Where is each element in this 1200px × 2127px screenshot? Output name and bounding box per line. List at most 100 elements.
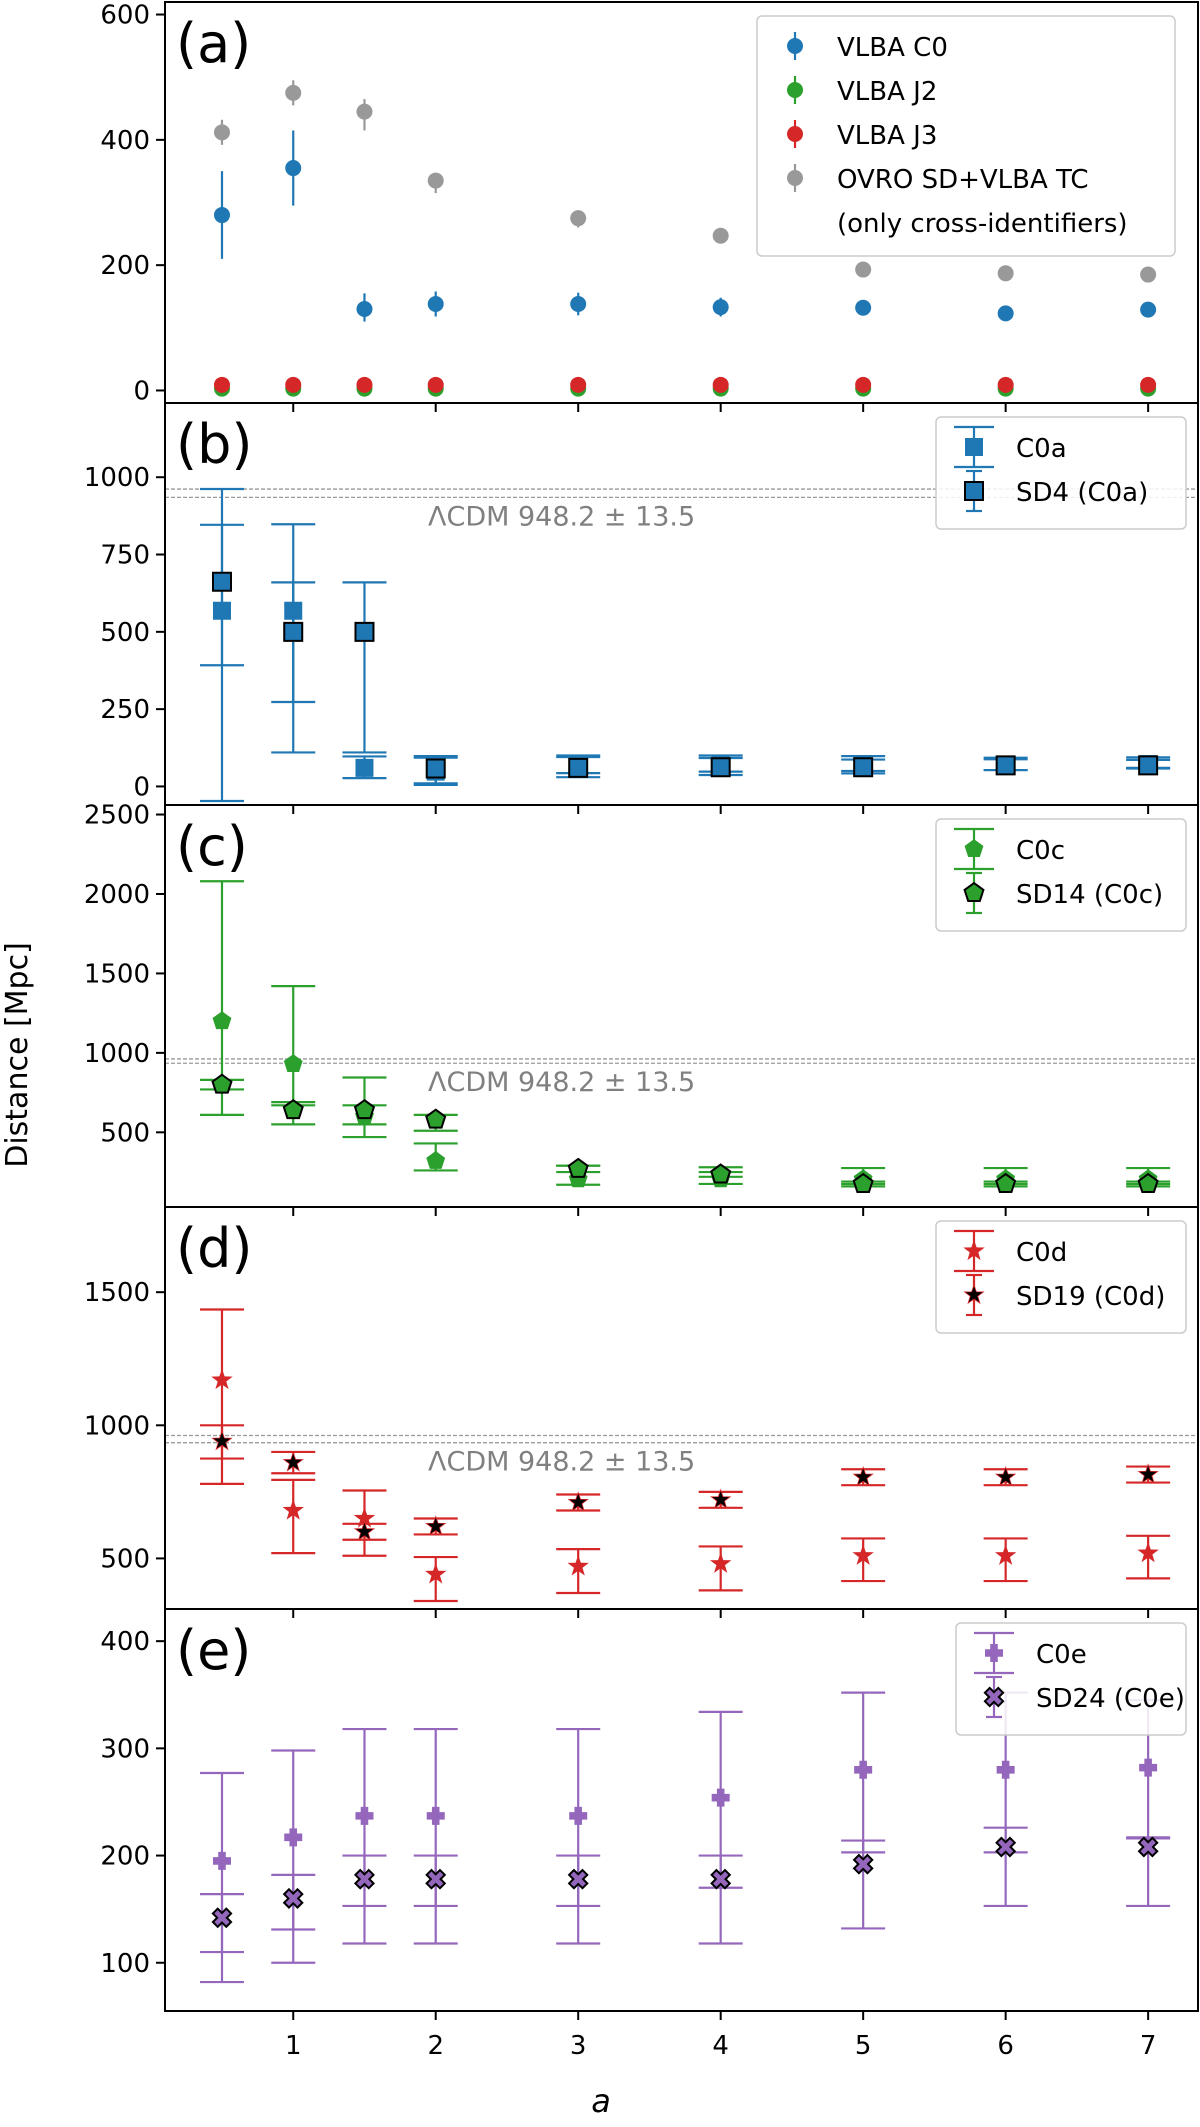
data-point: [994, 1466, 1017, 1487]
panel-label: (b): [176, 413, 252, 476]
panel-label: (d): [176, 1217, 252, 1280]
data-point: [852, 1544, 874, 1565]
data-point: [997, 265, 1014, 282]
data-point: [712, 227, 729, 244]
legend-marker: [787, 126, 803, 142]
data-point: [855, 376, 872, 393]
legend-marker: [787, 38, 803, 54]
data-point: [355, 1806, 374, 1825]
legend-label: C0a: [1016, 434, 1067, 464]
x-tick-label: 6: [997, 2031, 1014, 2061]
y-tick-label: 400: [100, 126, 150, 156]
data-point: [853, 757, 874, 778]
legend-label: VLBA J3: [837, 121, 937, 151]
legend: C0a SD4 (C0a): [935, 416, 1187, 530]
series-c0d: [199, 1308, 1171, 1603]
data-point: [283, 1054, 303, 1073]
legend-marker: [963, 1283, 985, 1305]
panel-label: (a): [176, 12, 251, 75]
panel-0: 0 200 400 600 (a) VLBA C0 VLBA J2 VLBA J3 OVRO S…: [100, 1, 1199, 412]
data-point: [570, 210, 587, 227]
legend-label: SD24 (C0e): [1036, 1684, 1185, 1714]
data-point: [356, 376, 373, 393]
data-point: [212, 1011, 232, 1030]
data-point: [282, 1499, 304, 1520]
data-point: [994, 1544, 1017, 1565]
legend-marker: [963, 881, 985, 903]
x-tick-label: 2: [427, 2031, 444, 2061]
y-tick-label: 1500: [84, 1278, 150, 1308]
legend: VLBA C0 VLBA J2 VLBA J3 OVRO SD+VLBA TC (onl…: [756, 15, 1176, 257]
data-point: [855, 299, 872, 316]
legend-label: (only cross-identifiers): [837, 209, 1128, 239]
legend-label: C0e: [1036, 1640, 1087, 1670]
data-point: [282, 1451, 304, 1472]
legend-label: VLBA C0: [837, 33, 948, 63]
y-tick-label: 400: [100, 1627, 150, 1657]
legend-label: C0d: [1016, 1238, 1067, 1268]
data-point: [427, 296, 444, 313]
data-point: [1140, 376, 1157, 393]
data-point: [282, 1887, 304, 1909]
legend-label: C0c: [1016, 836, 1065, 866]
data-point: [1137, 1172, 1159, 1193]
data-point: [283, 621, 304, 642]
data-point: [425, 1868, 447, 1890]
y-tick-label: 2000: [84, 880, 150, 910]
legend-label: VLBA J2: [837, 77, 937, 107]
series-sd14-c0c-: [199, 1073, 1171, 1193]
legend-marker: [964, 481, 984, 501]
data-point: [425, 1563, 447, 1584]
y-tick-label: 1500: [84, 959, 150, 989]
data-point: [567, 1555, 589, 1576]
data-point: [354, 621, 375, 642]
data-point: [855, 261, 872, 278]
y-tick-label: 500: [100, 1544, 150, 1574]
legend-box: [935, 416, 1187, 530]
data-point: [995, 1172, 1017, 1193]
data-point: [425, 1108, 447, 1129]
data-point: [711, 1788, 730, 1807]
legend-marker: [983, 1686, 1005, 1708]
data-point: [284, 1828, 303, 1847]
panel-3: ΛCDM 948.2 ± 13.5 500 1000 1500 (d) C0d SD19 (…: [84, 1206, 1199, 1618]
data-point: [709, 1552, 732, 1573]
y-tick-label: 600: [100, 1, 150, 31]
data-point: [211, 571, 232, 592]
data-point: [425, 1515, 447, 1536]
y-axis-label: Distance [Mpc]: [0, 942, 35, 1168]
data-point: [997, 305, 1014, 322]
data-point: [285, 376, 302, 393]
panel-label: (e): [176, 1619, 251, 1682]
data-point: [356, 301, 373, 318]
data-point: [285, 160, 302, 177]
x-axis-label: a: [591, 2082, 611, 2120]
data-point: [567, 1491, 589, 1512]
data-point: [1137, 1463, 1159, 1484]
legend-box: [756, 15, 1176, 257]
y-tick-label: 200: [100, 1842, 150, 1872]
y-tick-label: 1000: [84, 463, 150, 493]
x-tick-label: 5: [855, 2031, 872, 2061]
legend-label: SD19 (C0d): [1016, 1282, 1165, 1312]
legend-marker: [965, 438, 983, 456]
data-point: [282, 1098, 304, 1120]
data-point: [1140, 301, 1157, 318]
series-ovro-sd-vlba-tc: [213, 80, 1157, 283]
data-point: [213, 124, 230, 141]
legend-marker: [963, 1239, 985, 1261]
y-tick-label: 300: [100, 1734, 150, 1764]
series-sd4-c0a-: [199, 487, 1171, 787]
data-point: [1139, 1758, 1158, 1777]
data-point: [570, 296, 587, 313]
y-tick-label: 1000: [84, 1039, 150, 1069]
legend-label: SD4 (C0a): [1016, 478, 1148, 508]
series-vlba-c0: [213, 130, 1157, 322]
x-tick-label: 4: [712, 2031, 729, 2061]
data-point: [426, 1151, 446, 1169]
legend-box: [935, 818, 1187, 932]
data-point: [212, 1851, 231, 1870]
data-point: [353, 1507, 376, 1528]
